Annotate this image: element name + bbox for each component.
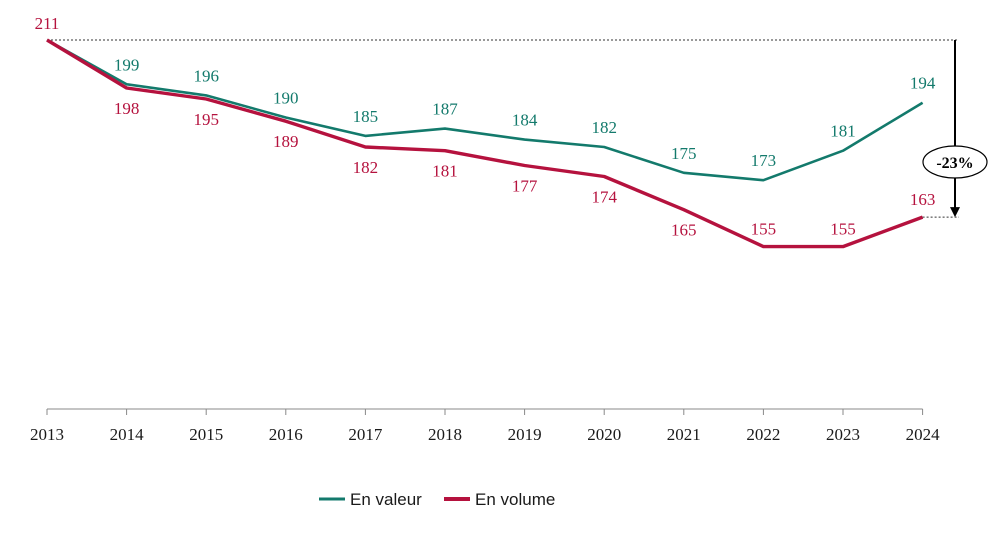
x-tick-label: 2019 bbox=[508, 425, 542, 444]
x-tick-label: 2024 bbox=[906, 425, 941, 444]
data-label: 174 bbox=[591, 188, 617, 207]
data-label: 155 bbox=[751, 220, 777, 239]
legend: En valeur En volume bbox=[319, 490, 555, 509]
x-axis: 2013 2014 2015 2016 2017 2018 2019 2020 2021 2022… bbox=[30, 408, 941, 444]
data-label: 175 bbox=[671, 144, 697, 163]
x-tick-label: 2015 bbox=[189, 425, 223, 444]
data-label: 182 bbox=[591, 118, 617, 137]
data-label: 181 bbox=[432, 162, 458, 181]
change-badge bbox=[922, 145, 988, 179]
change-arrow-head bbox=[950, 207, 960, 218]
legend-item: En volume bbox=[444, 490, 555, 509]
data-label: 189 bbox=[273, 132, 299, 151]
data-label: 199 bbox=[114, 55, 140, 74]
data-label: 173 bbox=[751, 151, 777, 170]
x-tick-label: 2020 bbox=[587, 425, 621, 444]
data-label: 196 bbox=[193, 66, 219, 85]
data-label: 163 bbox=[910, 190, 936, 209]
x-tick-label: 2014 bbox=[110, 425, 145, 444]
x-tick-label: 2021 bbox=[667, 425, 701, 444]
x-tick-label: 2017 bbox=[348, 425, 383, 444]
data-label: 181 bbox=[830, 122, 856, 141]
legend-item: En valeur bbox=[319, 490, 422, 509]
data-label: 185 bbox=[353, 107, 379, 126]
series-line bbox=[46, 38, 924, 249]
series-lines bbox=[46, 38, 924, 249]
data-label: 198 bbox=[114, 99, 140, 118]
x-tick-label: 2016 bbox=[269, 425, 303, 444]
x-tick-label: 2022 bbox=[746, 425, 780, 444]
data-label: 211 bbox=[35, 14, 60, 33]
data-label: 182 bbox=[353, 158, 379, 177]
data-label: 155 bbox=[830, 220, 856, 239]
data-label: 194 bbox=[910, 74, 936, 93]
data-label: 177 bbox=[512, 176, 538, 195]
change-annotation: -23% bbox=[47, 39, 988, 218]
series-line bbox=[46, 38, 924, 182]
change-badge-text: -23% bbox=[936, 155, 973, 172]
data-label: 187 bbox=[432, 100, 458, 119]
x-tick-label: 2013 bbox=[30, 425, 64, 444]
data-label: 165 bbox=[671, 221, 697, 240]
x-tick-label: 2018 bbox=[428, 425, 462, 444]
data-label: 195 bbox=[193, 110, 219, 129]
legend-label: En volume bbox=[475, 490, 555, 509]
data-label: 184 bbox=[512, 111, 538, 130]
data-label: 190 bbox=[273, 88, 299, 107]
legend-label: En valeur bbox=[350, 490, 422, 509]
data-labels: 211 199 198 196 195 190 189 185 182 187 181 184 177 1… bbox=[33, 12, 938, 242]
x-tick-label: 2023 bbox=[826, 425, 860, 444]
